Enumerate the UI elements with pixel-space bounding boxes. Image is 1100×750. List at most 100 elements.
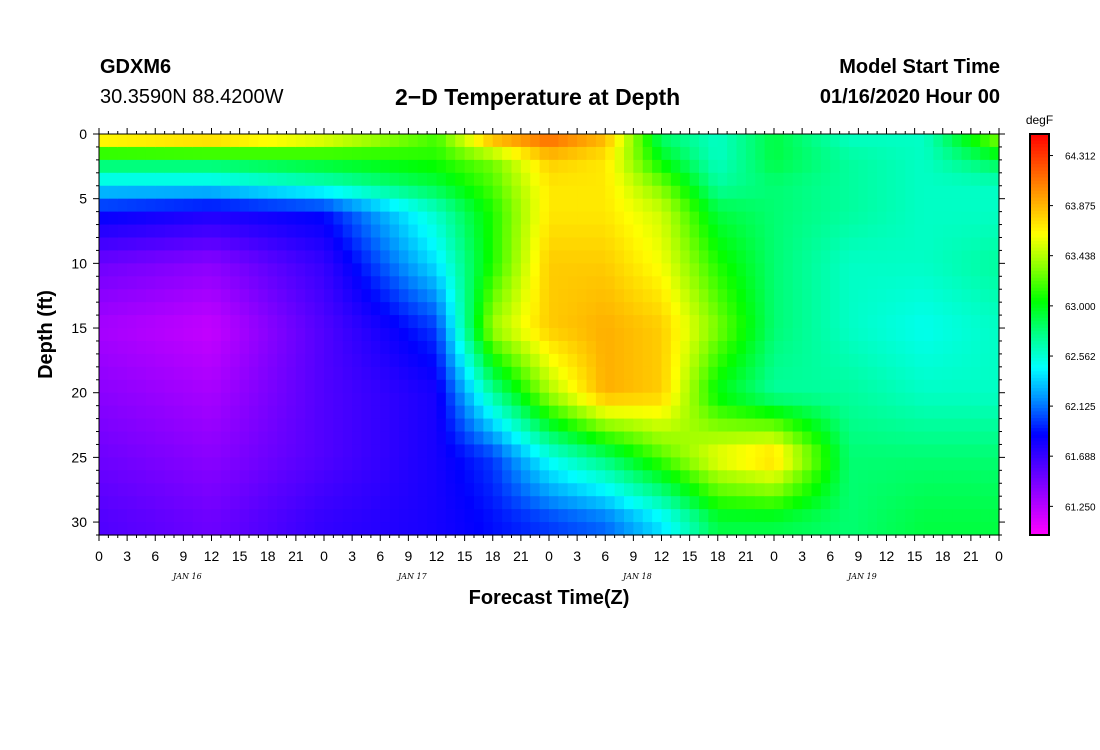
heatmap-cell (670, 315, 681, 329)
heatmap-cell (220, 250, 231, 264)
heatmap-cell (689, 237, 700, 252)
heatmap-cell (867, 302, 878, 316)
heatmap-cell (558, 509, 569, 523)
colorbar-segment (1030, 481, 1049, 486)
heatmap-cell (595, 263, 606, 277)
heatmap-cell (108, 146, 119, 161)
heatmap-cell (877, 522, 888, 536)
heatmap-cell (539, 444, 550, 458)
heatmap-cell (914, 263, 925, 277)
heatmap-cell (399, 353, 409, 368)
heatmap-cell (689, 250, 700, 264)
heatmap-cell (577, 418, 588, 433)
heatmap-cell (642, 237, 653, 252)
heatmap-cell (117, 276, 128, 290)
colorbar-segment (1030, 137, 1049, 142)
heatmap-cell (117, 379, 128, 394)
heatmap-cell (877, 172, 888, 187)
heatmap-cell (295, 250, 306, 264)
heatmap-cell (811, 431, 822, 446)
heatmap-cell (849, 340, 859, 355)
heatmap-cell (633, 134, 644, 148)
heatmap-cell (989, 250, 1000, 264)
heatmap-cell (717, 431, 728, 446)
heatmap-cell (286, 198, 297, 213)
heatmap-cell (277, 237, 288, 252)
heatmap-cell (699, 431, 709, 446)
heatmap-cell (183, 457, 194, 471)
heatmap-cell (380, 328, 391, 342)
heatmap-cell (361, 431, 372, 446)
heatmap-cell (155, 522, 166, 536)
heatmap-cell (839, 431, 850, 446)
heatmap-cell (249, 198, 259, 213)
heatmap-cell (361, 224, 372, 239)
heatmap-cell (577, 379, 588, 394)
heatmap-cell (558, 289, 569, 303)
heatmap-cell (305, 379, 316, 394)
heatmap-cell (361, 237, 372, 252)
heatmap-cell (567, 392, 578, 407)
heatmap-cell (980, 211, 991, 226)
heatmap-cell (661, 159, 672, 174)
heatmap-cell (249, 340, 259, 355)
heatmap-cell (755, 289, 766, 303)
heatmap-cell (389, 522, 400, 536)
heatmap-cell (174, 315, 184, 329)
heatmap-cell (249, 185, 259, 200)
colorbar-segment (1030, 341, 1049, 346)
heatmap-cell (370, 302, 381, 316)
heatmap-cell (492, 211, 503, 226)
heatmap-cell (277, 198, 288, 213)
colorbar-segment (1030, 498, 1049, 503)
heatmap-cell (633, 172, 644, 187)
heatmap-cell (877, 431, 888, 446)
heatmap-cell (549, 509, 559, 523)
heatmap-cell (586, 263, 597, 277)
heatmap-cell (905, 250, 916, 264)
colorbar-segment (1030, 157, 1049, 162)
heatmap-cell (811, 483, 822, 497)
x-date-label: JAN 16 (171, 572, 202, 581)
heatmap-cell (399, 289, 409, 303)
heatmap-cell (117, 470, 128, 484)
heatmap-cell (567, 276, 578, 290)
heatmap-cell (464, 315, 475, 329)
x-tick-label: 15 (907, 548, 923, 564)
heatmap-cell (370, 198, 381, 213)
heatmap-cell (558, 522, 569, 536)
heatmap-cell (239, 134, 250, 148)
heatmap-cell (145, 159, 156, 174)
heatmap-cell (211, 470, 222, 484)
heatmap-cell (652, 340, 663, 355)
heatmap-cell (624, 146, 634, 161)
heatmap-cell (305, 522, 316, 536)
heatmap-cell (942, 353, 953, 368)
heatmap-cell (502, 509, 513, 523)
x-axis-label: Forecast Time(Z) (469, 587, 630, 609)
heatmap-cell (511, 483, 522, 497)
heatmap-cell (577, 444, 588, 458)
heatmap-cell (145, 353, 156, 368)
heatmap-cell (736, 366, 747, 381)
heatmap-cell (314, 211, 325, 226)
heatmap-cell (474, 509, 484, 523)
heatmap-cell (792, 328, 803, 342)
heatmap-cell (961, 379, 972, 394)
heatmap-cell (708, 366, 719, 381)
heatmap-cell (633, 509, 644, 523)
heatmap-cell (802, 418, 813, 433)
heatmap-cell (427, 198, 438, 213)
heatmap-cell (605, 146, 616, 161)
heatmap-cell (886, 289, 897, 303)
colorbar-segment (1030, 454, 1049, 459)
heatmap-cell (736, 185, 747, 200)
heatmap-cell (136, 353, 147, 368)
heatmap-cell (192, 470, 203, 484)
heatmap-cell (117, 405, 128, 420)
heatmap-cell (324, 366, 334, 381)
heatmap-cell (399, 496, 409, 510)
heatmap-cell (520, 315, 531, 329)
heatmap-cell (117, 496, 128, 510)
heatmap-cell (980, 444, 991, 458)
